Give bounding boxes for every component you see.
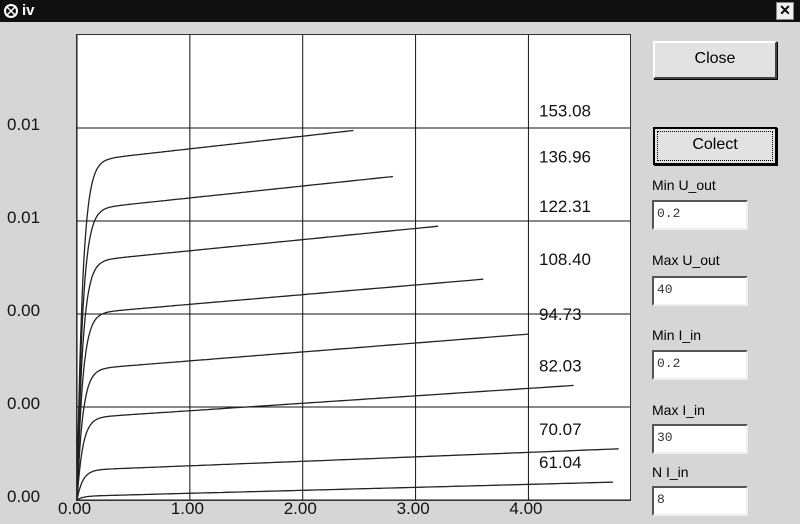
y-tick-label: 0.00	[7, 301, 41, 320]
y-tick-label: 0.00	[7, 487, 41, 506]
min-i-in-field[interactable]: 0.2	[652, 350, 748, 380]
collect-button[interactable]: Colect	[653, 127, 777, 165]
series-label: 94.73	[539, 305, 582, 324]
x-tick-label: 4.00	[509, 499, 543, 518]
iv-curve-6	[77, 175, 394, 500]
x-tick-label: 3.00	[396, 499, 430, 518]
iv-curve-1	[77, 448, 619, 500]
iv-chart: 61.04 70.07 82.03 94.73 108.40 122.31 136.96 15…	[77, 35, 630, 500]
min-u-out-label: Min U_out	[652, 177, 716, 193]
iv-curve-2	[77, 384, 574, 500]
y-tick-label: 0.00	[7, 394, 41, 413]
x-tick-label: 2.00	[283, 499, 317, 518]
iv-plot-area: 61.04 70.07 82.03 94.73 108.40 122.31 136.96 15…	[76, 34, 631, 501]
series-label: 153.08	[539, 101, 591, 120]
n-i-in-label: N I_in	[652, 464, 689, 480]
x-tick-label: 0.00	[58, 499, 92, 518]
min-u-out-field[interactable]: 0.2	[652, 200, 748, 230]
series-label: 70.07	[539, 420, 582, 439]
max-i-in-label: Max I_in	[652, 402, 705, 418]
max-u-out-field[interactable]: 40	[652, 276, 748, 306]
close-window-icon[interactable]: ✕	[776, 2, 794, 20]
app-icon	[4, 4, 18, 18]
iv-curve-7	[77, 129, 354, 500]
series-label: 108.40	[539, 250, 591, 269]
series-label: 82.03	[539, 356, 582, 375]
series-label: 122.31	[539, 197, 591, 216]
iv-curve-0	[77, 481, 614, 500]
iv-curve-3	[77, 333, 529, 500]
iv-curve-4	[77, 278, 484, 500]
n-i-in-field[interactable]: 8	[652, 486, 748, 516]
max-u-out-label: Max U_out	[652, 252, 720, 268]
iv-curve-5	[77, 225, 439, 500]
close-button[interactable]: Close	[653, 41, 777, 79]
series-label: 136.96	[539, 148, 591, 167]
max-i-in-field[interactable]: 30	[652, 424, 748, 454]
series-label: 61.04	[539, 453, 582, 472]
min-i-in-label: Min I_in	[652, 327, 702, 343]
window-title: iv	[22, 2, 35, 19]
y-tick-label: 0.01	[7, 115, 41, 134]
y-tick-label: 0.01	[7, 208, 41, 227]
title-bar[interactable]: iv ✕	[0, 0, 800, 22]
x-tick-label: 1.00	[170, 499, 204, 518]
